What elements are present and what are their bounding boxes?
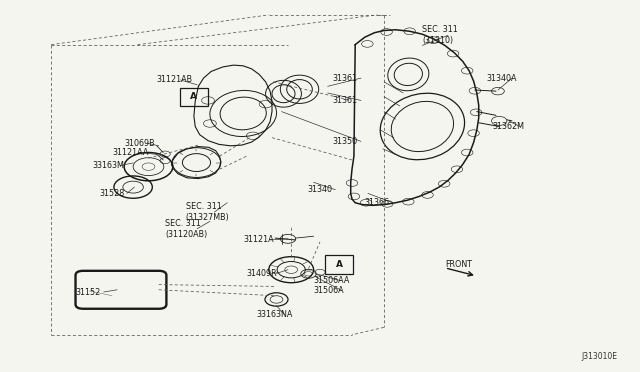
Text: 31069B: 31069B bbox=[125, 139, 156, 148]
Text: 33163M: 33163M bbox=[93, 161, 125, 170]
Text: A: A bbox=[191, 92, 197, 101]
Text: SEC. 311
(31327MB): SEC. 311 (31327MB) bbox=[186, 202, 229, 222]
Text: 31361: 31361 bbox=[333, 74, 358, 83]
Text: 31506A: 31506A bbox=[314, 286, 344, 295]
Text: 31121A: 31121A bbox=[243, 235, 274, 244]
Text: 31340: 31340 bbox=[307, 185, 332, 194]
Text: SEC. 311
(31120AB): SEC. 311 (31120AB) bbox=[165, 219, 207, 239]
Text: 31350: 31350 bbox=[333, 137, 358, 146]
Text: 31362M: 31362M bbox=[493, 122, 525, 131]
Text: 31506AA: 31506AA bbox=[314, 276, 350, 285]
Text: 31361: 31361 bbox=[333, 96, 358, 105]
Text: J313010E: J313010E bbox=[582, 352, 618, 361]
Text: 33163NA: 33163NA bbox=[256, 310, 292, 319]
Text: FRONT: FRONT bbox=[445, 260, 472, 269]
Text: 31121AB: 31121AB bbox=[157, 76, 193, 84]
Text: A: A bbox=[336, 260, 342, 269]
Text: 31340A: 31340A bbox=[486, 74, 517, 83]
Text: 31409R: 31409R bbox=[246, 269, 277, 278]
Text: 31528: 31528 bbox=[99, 189, 124, 198]
Text: 31121AA: 31121AA bbox=[112, 148, 148, 157]
Text: 31366: 31366 bbox=[365, 198, 390, 207]
Text: SEC. 311
(31310): SEC. 311 (31310) bbox=[422, 25, 458, 45]
Text: 31152: 31152 bbox=[76, 288, 100, 296]
